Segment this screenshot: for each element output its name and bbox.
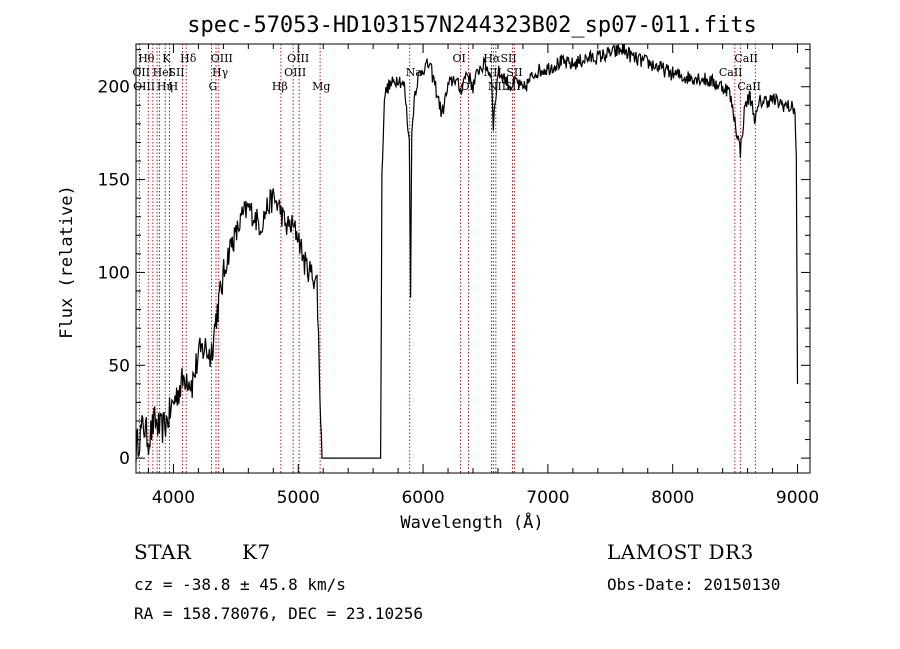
observation-date: Obs-Date: 20150130 — [607, 575, 781, 594]
y-axis-label: Flux (relative) — [57, 185, 77, 339]
spectral-line-label: Hδ — [180, 52, 197, 65]
x-tick-label: 4000 — [152, 488, 195, 508]
x-tick-label: 6000 — [401, 488, 444, 508]
x-tick-label: 9000 — [776, 488, 819, 508]
spectral-subclass: K7 — [242, 540, 271, 564]
spectral-line-labels: HθOIIOIIIHeIHηKHSIIHδGOIIIHγHβOIIIOIIIMg… — [132, 52, 761, 93]
spectral-line-label: CaII — [734, 52, 758, 65]
x-tick-label: 8000 — [651, 488, 694, 508]
spectral-line-label: Hη — [157, 80, 173, 93]
y-tick-label: 50 — [108, 356, 130, 376]
y-tick-label: 100 — [98, 263, 130, 283]
spectral-line-markers — [138, 44, 756, 473]
spectral-line-label: HeI — [153, 66, 173, 79]
spectral-line-label: CaII — [737, 80, 761, 93]
x-tick-label: 7000 — [526, 488, 569, 508]
spectral-line-label: OIII — [211, 52, 233, 65]
survey-name: LAMOST DR3 — [607, 540, 754, 564]
chart-title: spec-57053-HD103157N244323B02_sp07-011.f… — [187, 13, 757, 38]
spectral-line-label: SII — [168, 66, 184, 79]
plot-frame — [135, 43, 811, 474]
spectral-line-label: Mg — [312, 80, 330, 93]
radial-velocity: cz = -38.8 ± 45.8 km/s — [134, 575, 346, 594]
spectral-line-label: H — [169, 80, 179, 93]
spectral-line-label: Hγ — [212, 66, 229, 79]
spectral-line-label: Hθ — [138, 52, 155, 65]
spectral-line-label: SII — [506, 66, 522, 79]
spectral-line-label: G — [209, 80, 218, 93]
spectral-line-label: K — [162, 52, 171, 65]
spectral-line-label: Hα — [483, 52, 501, 65]
y-tick-label: 0 — [119, 449, 130, 469]
x-tick-label: 5000 — [277, 488, 320, 508]
spectral-line-label: OIII — [287, 52, 309, 65]
spectral-line-label: Na — [406, 66, 423, 79]
spectral-line-label: OIII — [284, 66, 306, 79]
spectral-line-label: CaII — [719, 66, 743, 79]
sky-coordinates: RA = 158.78076, DEC = 23.10256 — [134, 604, 423, 623]
x-axis-label: Wavelength (Å) — [400, 511, 543, 533]
y-tick-label: 150 — [98, 171, 130, 191]
spectral-line-label: Hβ — [272, 80, 288, 93]
spectral-line-label: SII — [500, 52, 516, 65]
spectral-line-label: OI — [453, 52, 466, 65]
spectral-line-label: OII — [132, 66, 150, 79]
object-class: STAR — [134, 540, 192, 564]
plot-axes: 4000 5000 6000 7000 8000 9000 0 50 100 150 200 — [98, 43, 819, 508]
y-tick-label: 200 — [98, 78, 130, 98]
flux-series-line — [135, 44, 799, 463]
